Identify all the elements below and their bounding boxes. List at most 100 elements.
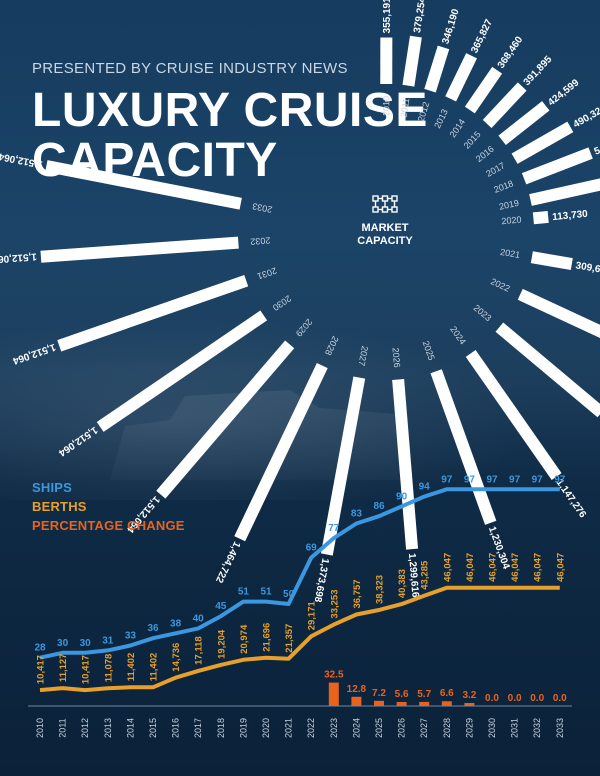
radial-bar — [495, 322, 600, 418]
radial-year-label: 2026 — [391, 347, 403, 368]
radial-value-label: 1,299,616 — [406, 553, 421, 599]
x-tick-label: 2019 — [238, 718, 248, 738]
berths-value-label: 10,417 — [81, 655, 92, 684]
berths-value-label: 46,047 — [488, 553, 499, 582]
legend-berths: BERTHS — [32, 499, 87, 514]
market-capacity-label-line-1: MARKET — [361, 222, 409, 234]
ships-value-label: 97 — [486, 474, 498, 485]
berths-value-label: 46,047 — [442, 553, 453, 582]
x-tick-label: 2024 — [351, 718, 361, 738]
berths-value-label: 46,047 — [533, 553, 544, 582]
berths-value-label: 21,357 — [284, 624, 295, 653]
berths-line — [39, 585, 560, 693]
radial-bar — [498, 101, 550, 145]
radial-bar — [430, 369, 497, 525]
ships-value-label: 30 — [57, 638, 69, 649]
x-tick-label: 2026 — [397, 718, 407, 738]
radial-value-label: 355,191 — [382, 0, 393, 34]
percentage-change-bar — [396, 701, 407, 706]
percentage-change-label: 0.0 — [553, 693, 567, 704]
radial-bar — [402, 35, 422, 87]
market-capacity-label-line-2: CAPACITY — [357, 235, 413, 247]
x-tick-label: 2028 — [442, 718, 452, 738]
radial-value-label: 544,900 — [593, 134, 600, 157]
radial-value-label: 113,730 — [552, 209, 589, 223]
berths-value-label: 33,253 — [329, 590, 340, 619]
radial-bar — [511, 121, 574, 164]
page-title: LUXURY CRUISE CAPACITY — [32, 86, 428, 186]
percentage-change-label: 0.0 — [485, 693, 499, 704]
x-tick-label: 2010 — [35, 718, 45, 738]
berths-value-label: 14,736 — [171, 643, 182, 672]
ships-value-label: 94 — [419, 482, 431, 493]
ships-value-label: 36 — [147, 623, 159, 634]
berths-value-label: 43,285 — [420, 560, 431, 590]
radial-year-label: 2010 — [381, 96, 391, 116]
ships-value-label: 51 — [238, 587, 250, 598]
x-tick-label: 2014 — [125, 718, 135, 738]
ships-value-label: 28 — [34, 643, 46, 654]
percentage-change-label: 6.6 — [440, 688, 454, 699]
x-tick-label: 2013 — [103, 718, 113, 738]
x-tick-label: 2027 — [419, 718, 429, 738]
radial-year-label: 2020 — [501, 214, 522, 226]
x-tick-label: 2023 — [329, 718, 339, 738]
ships-value-label: 90 — [396, 491, 408, 502]
x-tick-label: 2033 — [555, 718, 565, 738]
radial-year-label: 2027 — [357, 345, 370, 367]
berths-value-label: 11,402 — [126, 653, 137, 682]
percentage-change-bar — [351, 696, 362, 706]
radial-bar — [96, 310, 268, 432]
radial-bar-group: 2032 1,512,064 — [0, 235, 271, 265]
legend-ships: SHIPS — [32, 480, 73, 495]
berths-value-label: 46,047 — [465, 553, 476, 582]
ships-value-label: 97 — [532, 474, 544, 485]
x-tick-label: 2017 — [193, 718, 203, 738]
radial-bar — [57, 275, 249, 352]
x-tick-label: 2020 — [261, 718, 271, 738]
x-tick-label: 2030 — [487, 718, 497, 738]
x-tick-label: 2015 — [148, 718, 158, 738]
radial-bar — [40, 236, 239, 263]
radial-bar — [482, 82, 527, 129]
radial-bar — [320, 376, 366, 556]
radial-year-label: 2019 — [498, 198, 520, 212]
radial-bar — [532, 210, 549, 225]
x-tick-label: 2031 — [510, 718, 520, 738]
ships-value-label: 77 — [328, 523, 340, 534]
berths-value-label: 29,171 — [307, 601, 318, 631]
ships-value-label: 30 — [80, 638, 92, 649]
ships-value-label: 45 — [215, 601, 227, 612]
market-capacity-label: MARKET CAPACITY — [352, 222, 418, 248]
berths-value-label: 17,118 — [194, 636, 205, 665]
radial-year-label: 2032 — [250, 235, 271, 246]
radial-bar-group: 2026 1,299,616 — [391, 347, 421, 599]
x-tick-label: 2012 — [80, 718, 90, 738]
x-tick-label: 2032 — [532, 718, 542, 738]
radial-bar — [156, 340, 295, 499]
berths-value-label: 21,696 — [262, 623, 273, 652]
percentage-change-label: 32.5 — [324, 670, 344, 681]
radial-bar-group: 2019614,526 — [498, 176, 600, 212]
berths-value-label: 11,402 — [149, 653, 160, 682]
ships-value-label: 33 — [125, 630, 137, 641]
presented-by-text: PRESENTED BY CRUISE INDUSTRY NEWS — [32, 60, 348, 77]
radial-bar — [530, 251, 573, 271]
percentage-change-bar — [374, 700, 384, 706]
ships-value-label: 38 — [170, 618, 182, 629]
radial-bar — [517, 288, 600, 343]
berths-value-label: 46,047 — [555, 553, 566, 582]
x-tick-label: 2018 — [216, 718, 226, 738]
berths-value-label: 36,757 — [352, 579, 363, 608]
radial-bar-group: 2010 355,191 — [380, 0, 393, 116]
radial-bar — [529, 176, 600, 206]
berths-value-label: 19,204 — [216, 629, 227, 659]
radial-value-label: 1,512,064 — [0, 251, 37, 265]
berths-value-label: 20,974 — [239, 624, 250, 654]
percentage-change-label: 5.6 — [395, 689, 409, 700]
percentage-change-label: 0.0 — [508, 693, 522, 704]
ships-value-label: 31 — [102, 635, 114, 646]
radial-bar-group: 2020 113,730 — [501, 209, 589, 226]
